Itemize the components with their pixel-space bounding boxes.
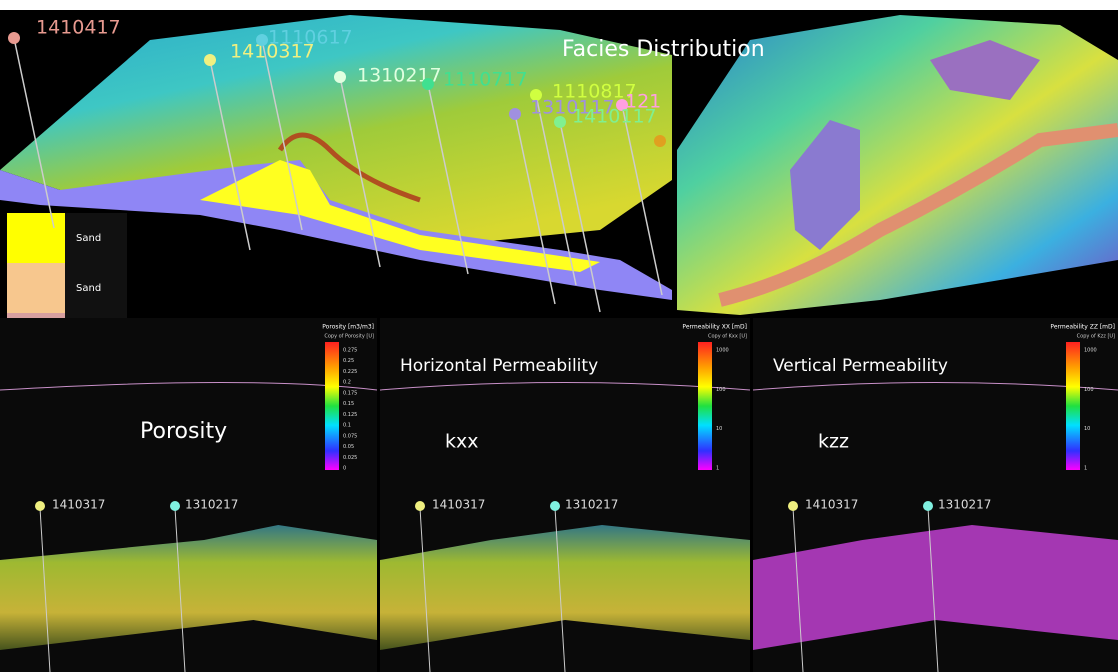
well-head (550, 501, 560, 511)
well-head (204, 54, 216, 66)
colorbar-tick: 0.075 (343, 433, 357, 439)
page: SandSandSiltSiltShale Porosity [m3/m3]Co… (0, 0, 1118, 672)
well-label: 1410317 (805, 498, 858, 512)
well-head (170, 501, 180, 511)
colorbar-subtitle: Copy of Kzz [U] (1077, 334, 1115, 340)
colorbar-tick: 1 (1084, 466, 1087, 472)
property-panel: Porosity [m3/m3] Copy of Porosity [U] 0.27… (0, 318, 377, 672)
panel-heading: Porosity (140, 419, 227, 444)
colorbar-tick: 0.175 (343, 390, 357, 396)
panel-heading: Vertical Permeability (773, 356, 948, 376)
panel-sublabel: kxx (445, 431, 479, 453)
colorbar-tick: 100 (716, 387, 726, 393)
well-head (422, 78, 434, 90)
well-head (334, 71, 346, 83)
colorbar-tick: 1000 (1084, 348, 1097, 354)
panel-heading: Horizontal Permeability (400, 356, 598, 376)
colorbar-tick: 0.05 (343, 444, 354, 450)
colorbar-tick: 0.225 (343, 369, 357, 375)
view-title: Facies Distribution (562, 37, 765, 62)
colorbar (698, 342, 712, 470)
property-panel: Permeability XX [mD] Copy of Kxx [U] 1000 1… (380, 318, 750, 672)
colorbar-tick: 0.1 (343, 423, 351, 429)
well-label: 1310217 (185, 498, 238, 512)
colorbar-tick: 0.15 (343, 401, 354, 407)
legend-swatch (7, 213, 65, 263)
well-head (788, 501, 798, 511)
colorbar-tick: 10 (1084, 426, 1090, 432)
colorbar (325, 342, 339, 470)
colorbar-subtitle: Copy of Porosity [U] (324, 334, 374, 340)
colorbar-tick: 0.125 (343, 412, 357, 418)
well-label: 1410117 (572, 106, 657, 128)
colorbar-tick: 0.25 (343, 358, 354, 364)
composite-view: SandSandSiltSiltShale Porosity [m3/m3]Co… (0, 0, 1118, 672)
legend-swatch (7, 263, 65, 313)
well-label: 1410417 (36, 17, 121, 39)
colorbar-tick: 1000 (716, 348, 729, 354)
well-head (509, 108, 521, 120)
colorbar-title: Permeability ZZ [mD] (1050, 324, 1115, 331)
well-head (35, 501, 45, 511)
top-strip (0, 0, 1118, 10)
colorbar-subtitle: Copy of Kxx [U] (708, 334, 747, 340)
colorbar-title: Porosity [m3/m3] (322, 324, 374, 331)
colorbar-tick: 0.275 (343, 348, 357, 354)
well-head (923, 501, 933, 511)
colorbar (1066, 342, 1080, 470)
colorbar-tick: 0 (343, 466, 346, 472)
well-head (8, 32, 20, 44)
property-panel: Permeability ZZ [mD] Copy of Kzz [U] 1000 1… (753, 318, 1118, 672)
colorbar-title: Permeability XX [mD] (682, 324, 747, 331)
colorbar-tick: 10 (716, 426, 722, 432)
legend-label: Sand (76, 283, 101, 294)
colorbar-tick: 1 (716, 466, 719, 472)
well-label: 1410317 (52, 498, 105, 512)
well-label: 1110617 (268, 27, 353, 49)
colorbar-tick: 100 (1084, 387, 1094, 393)
well-label: 1410317 (432, 498, 485, 512)
well-label: 1110717 (443, 69, 528, 91)
colorbar-tick: 0.2 (343, 380, 351, 386)
well-label: 1310217 (565, 498, 618, 512)
colorbar-tick: 0.025 (343, 455, 357, 461)
legend-label: Sand (76, 233, 101, 244)
well-head (415, 501, 425, 511)
well-head (654, 135, 666, 147)
well-head (554, 116, 566, 128)
well-head (256, 34, 268, 46)
panel-sublabel: kzz (818, 431, 849, 453)
well-label: 1310217 (938, 498, 991, 512)
